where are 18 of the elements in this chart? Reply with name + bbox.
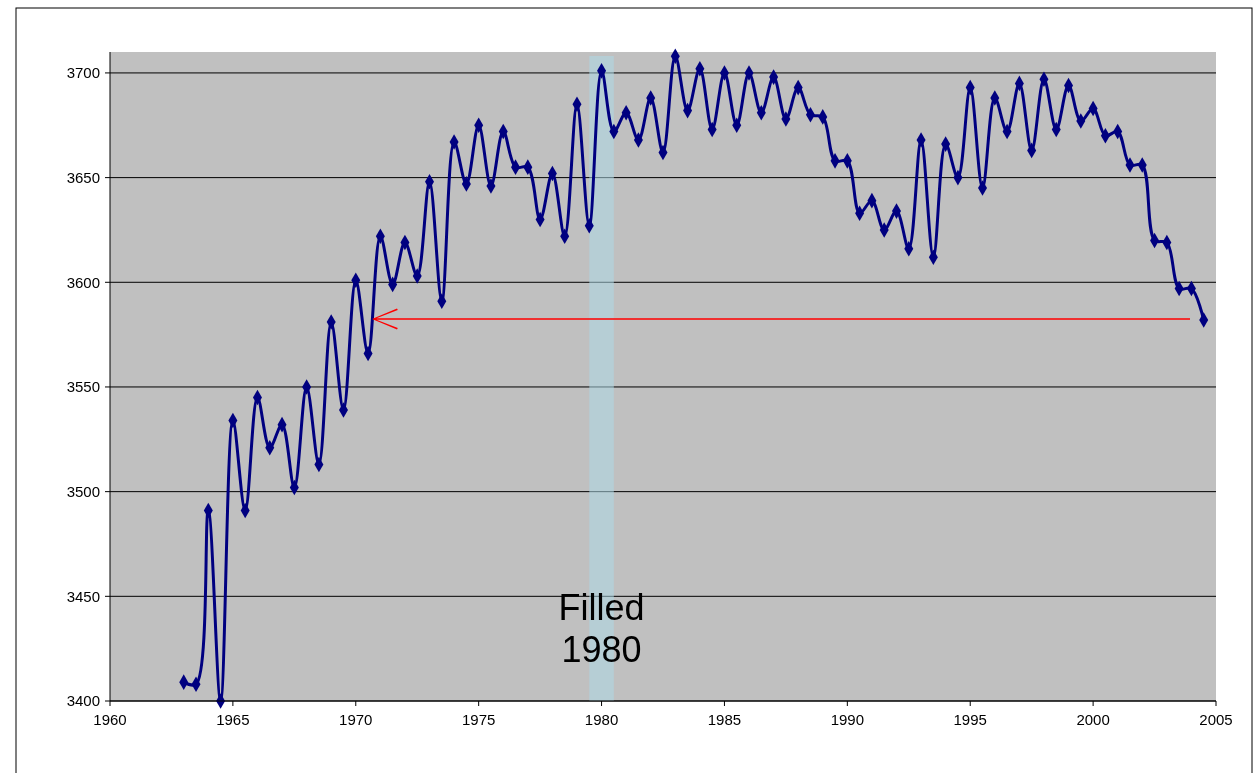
x-tick-label: 1970 bbox=[339, 711, 373, 728]
x-tick-label: 1990 bbox=[830, 711, 865, 728]
y-tick-label: 3500 bbox=[66, 482, 100, 500]
y-tick-label: 3650 bbox=[66, 168, 100, 186]
x-tick-label: 1975 bbox=[461, 711, 496, 728]
y-tick-label: 3400 bbox=[66, 692, 100, 710]
y-tick-label: 3550 bbox=[66, 378, 100, 396]
y-tick-label: 3450 bbox=[66, 587, 100, 605]
x-tick-label: 1960 bbox=[93, 711, 127, 728]
x-tick-label: 2000 bbox=[1076, 711, 1110, 728]
x-tick-label: 1995 bbox=[953, 711, 987, 728]
y-tick-label: 3600 bbox=[66, 273, 100, 291]
x-tick-label: 1985 bbox=[707, 711, 742, 728]
y-tick-label: 3700 bbox=[66, 64, 100, 82]
x-tick-label: 1980 bbox=[584, 711, 619, 728]
x-tick-label: 2005 bbox=[1199, 711, 1233, 728]
x-tick-label: 1965 bbox=[216, 711, 250, 728]
band-label: Filled 1980 bbox=[558, 587, 645, 670]
